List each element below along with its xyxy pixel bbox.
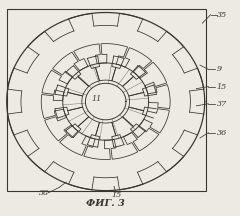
Text: 15: 15 bbox=[217, 83, 227, 91]
Text: 15: 15 bbox=[112, 191, 122, 199]
Text: 35: 35 bbox=[217, 11, 227, 19]
Text: 9: 9 bbox=[217, 65, 222, 73]
Text: 36: 36 bbox=[217, 129, 227, 137]
Bar bbox=[7, 9, 206, 191]
Text: 38: 38 bbox=[39, 189, 49, 197]
Text: ФИГ. 3: ФИГ. 3 bbox=[86, 199, 125, 208]
Text: 11: 11 bbox=[91, 95, 101, 103]
Text: 37: 37 bbox=[217, 100, 227, 108]
